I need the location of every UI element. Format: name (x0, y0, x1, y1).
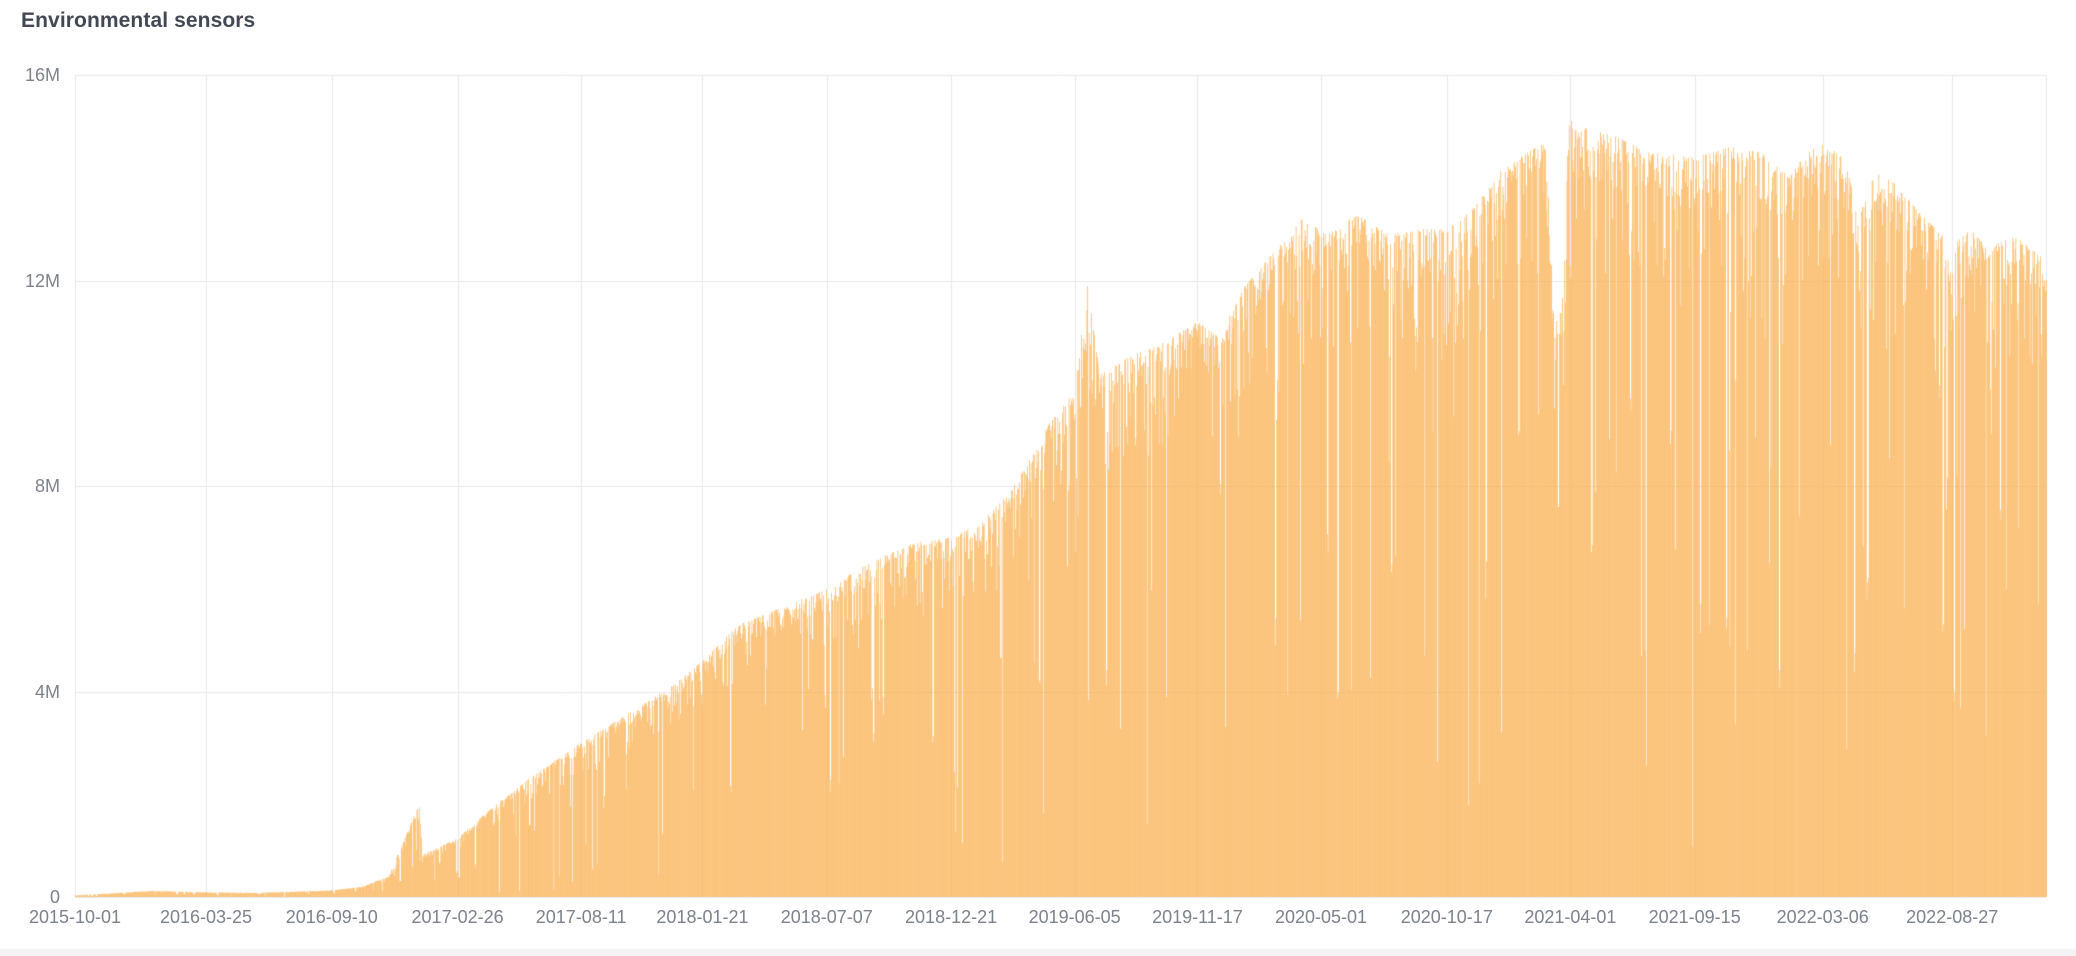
page-bottom-edge (0, 949, 2076, 956)
